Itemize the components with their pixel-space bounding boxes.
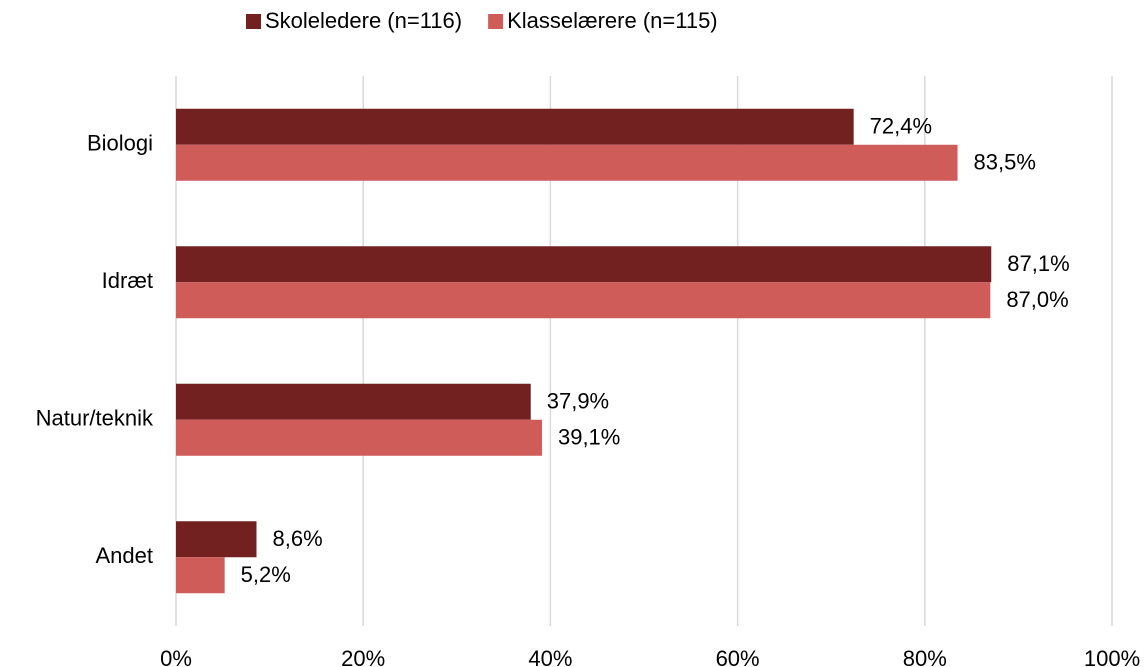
- bar: [176, 419, 542, 456]
- x-tick-label: 60%: [716, 646, 760, 667]
- bar: [176, 108, 854, 145]
- value-label: 37,9%: [547, 389, 609, 414]
- legend-swatch: [246, 14, 261, 29]
- y-tick-label: Idræt: [102, 268, 153, 293]
- bar: [176, 282, 991, 319]
- legend-label: Skoleledere (n=116): [265, 8, 462, 33]
- legend-swatch: [488, 14, 504, 29]
- x-tick-label: 0%: [160, 646, 192, 667]
- y-tick-label: Natur/teknik: [36, 406, 154, 431]
- y-tick-label: Biologi: [87, 131, 153, 156]
- value-label: 87,1%: [1007, 251, 1069, 276]
- bar: [176, 246, 992, 283]
- x-tick-label: 100%: [1084, 646, 1140, 667]
- x-tick-label: 40%: [528, 646, 572, 667]
- x-tick-label: 20%: [341, 646, 385, 667]
- value-label: 87,0%: [1006, 287, 1068, 312]
- x-tick-label: 80%: [903, 646, 947, 667]
- value-label: 39,1%: [558, 425, 620, 450]
- value-label: 72,4%: [870, 114, 932, 139]
- bar: [176, 521, 257, 558]
- value-label: 5,2%: [241, 562, 291, 587]
- value-label: 8,6%: [272, 526, 322, 551]
- bar: [176, 144, 958, 181]
- bar: [176, 383, 531, 420]
- bar: [176, 557, 225, 594]
- value-label: 83,5%: [974, 150, 1036, 175]
- legend-label: Klasselærere (n=115): [507, 8, 718, 33]
- y-tick-label: Andet: [96, 543, 154, 568]
